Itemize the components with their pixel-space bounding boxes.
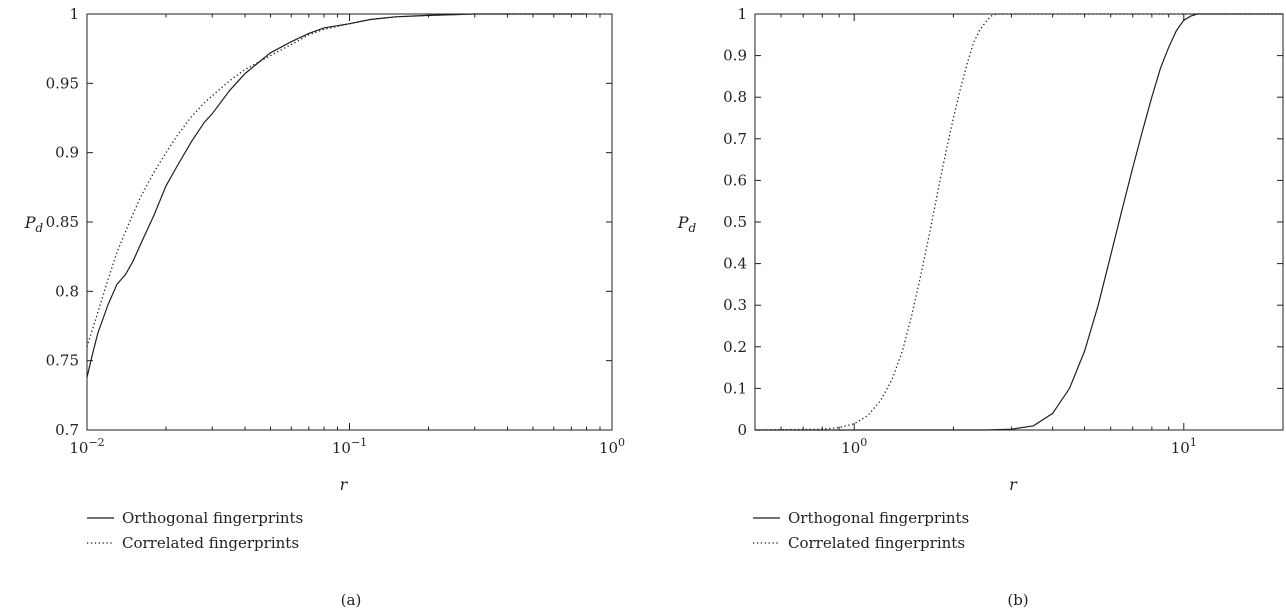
y-tick-label: 0.1 [723, 379, 747, 397]
y-tick-label: 0.3 [723, 296, 747, 314]
y-tick-label: 0.4 [723, 255, 747, 273]
y-tick-label: 0.9 [55, 144, 79, 162]
y-tick-label: 0.95 [46, 74, 79, 92]
legend-entry: Orthogonal fingerprints [788, 509, 969, 527]
y-tick-label: 0.2 [723, 338, 747, 356]
chart-panel-b: 0 0.1 0.2 0.3 0.4 0.5 0.6 0.7 0.8 0.9 1 100 101 r Pd Or… [677, 5, 1284, 609]
y-tick-label: 0.7 [55, 421, 79, 439]
y-tick-label: 0 [737, 421, 747, 439]
x-axis-label: r [340, 475, 349, 494]
series-line-correlated [86, 13, 587, 347]
y-axis-label: Pd [677, 213, 697, 235]
y-tick-label: 0.8 [723, 88, 747, 106]
x-tick-label: 100 [599, 436, 625, 457]
panel-caption: (a) [341, 591, 362, 609]
y-tick-label: 0.75 [46, 352, 79, 370]
panel-caption: (b) [1007, 591, 1028, 609]
series-line-correlated [754, 13, 1283, 431]
y-tick-label: 0.6 [723, 171, 747, 189]
y-tick-label: 0.8 [55, 282, 79, 300]
plot-frame [754, 13, 1284, 431]
y-tick-label: 1 [737, 5, 747, 23]
x-tick-label: 10−2 [69, 436, 104, 457]
x-tick-label: 100 [841, 436, 867, 457]
series-line-orthogonal [86, 13, 587, 378]
y-tick-label: 1 [69, 5, 79, 23]
plot-frame [86, 13, 613, 431]
y-tick-label: 0.5 [723, 213, 747, 231]
x-tick-label: 10−1 [332, 436, 367, 457]
series-line-orthogonal [755, 13, 1283, 431]
y-tick-label: 0.7 [723, 130, 747, 148]
legend-entry: Orthogonal fingerprints [122, 509, 303, 527]
y-tick-label: 0.9 [723, 47, 747, 65]
x-tick-label: 101 [1171, 436, 1197, 457]
y-tick-label: 0.85 [46, 213, 79, 231]
legend-entry: Correlated fingerprints [788, 534, 965, 552]
chart-panel-a: 0.7 0.75 0.8 0.85 0.9 0.95 1 10−2 10−1 100 r Pd Orth… [24, 5, 625, 609]
legend-entry: Correlated fingerprints [122, 534, 299, 552]
x-axis-label: r [1009, 475, 1018, 494]
y-axis-label: Pd [24, 213, 44, 235]
